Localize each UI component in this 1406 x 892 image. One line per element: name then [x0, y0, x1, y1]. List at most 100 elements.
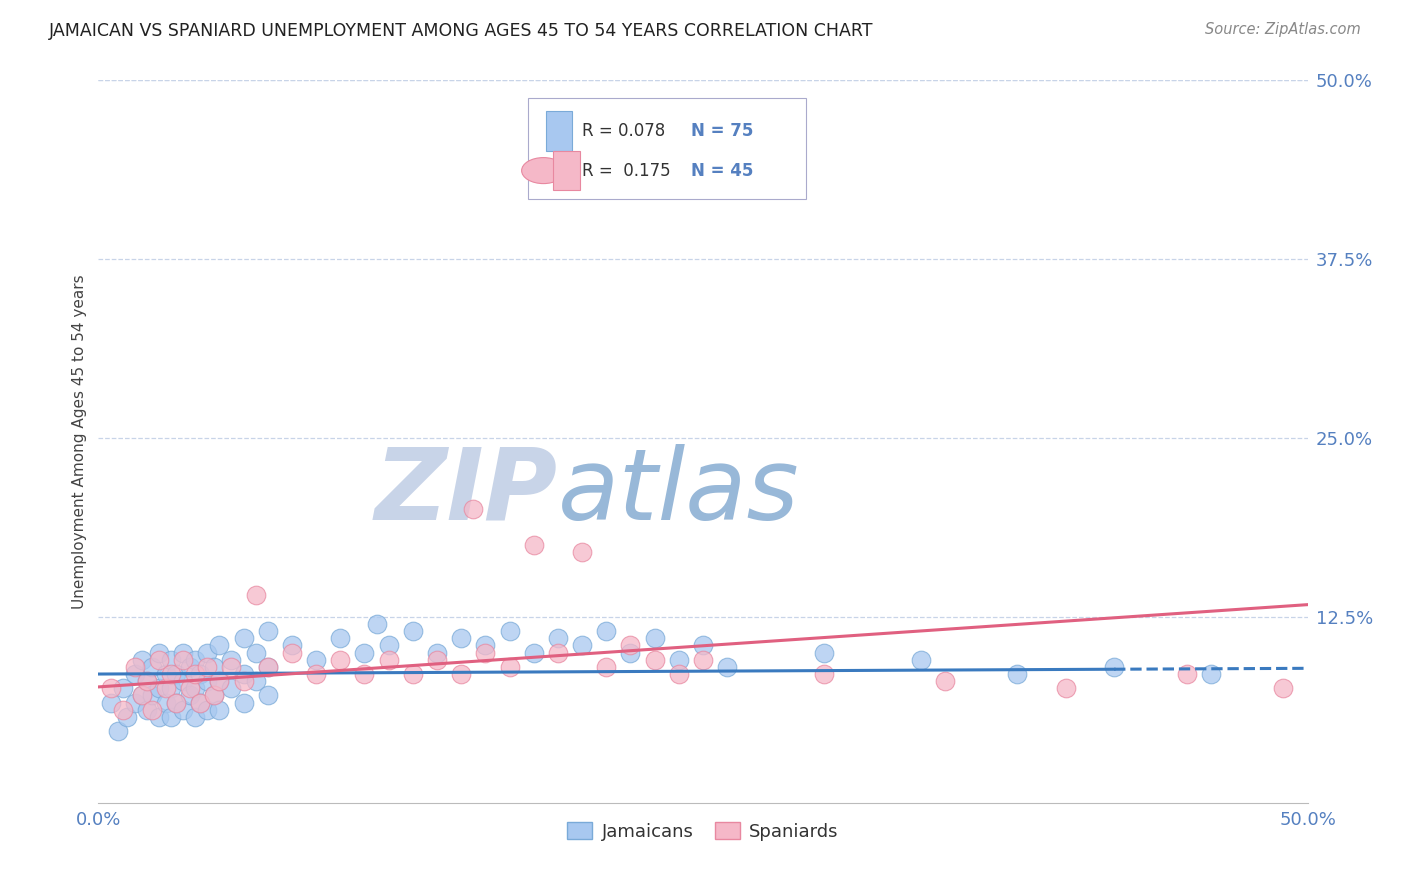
Point	[165, 696, 187, 710]
Point	[595, 624, 617, 639]
Point	[426, 646, 449, 660]
Point	[474, 639, 496, 653]
Point	[450, 667, 472, 681]
Point	[111, 681, 134, 696]
Point	[232, 674, 254, 689]
Point	[179, 681, 201, 696]
Point	[141, 689, 163, 703]
Point	[668, 667, 690, 681]
Point	[245, 674, 267, 689]
Point	[1054, 681, 1077, 696]
Point	[155, 696, 177, 710]
Point	[305, 653, 328, 667]
Point	[117, 710, 139, 724]
Point	[668, 653, 690, 667]
Point	[124, 696, 146, 710]
Text: atlas: atlas	[558, 443, 800, 541]
Point	[245, 588, 267, 602]
Point	[221, 660, 243, 674]
Point	[188, 667, 211, 681]
Point	[329, 653, 352, 667]
Text: R =  0.175: R = 0.175	[582, 161, 671, 179]
Point	[172, 703, 194, 717]
Point	[523, 538, 546, 552]
Point	[184, 681, 207, 696]
Point	[281, 646, 304, 660]
Point	[208, 674, 231, 689]
Point	[716, 660, 738, 674]
Point	[195, 703, 218, 717]
Point	[184, 667, 207, 681]
Point	[100, 696, 122, 710]
FancyBboxPatch shape	[527, 98, 806, 200]
Point	[329, 632, 352, 646]
Circle shape	[522, 158, 565, 184]
Point	[353, 646, 375, 660]
Point	[934, 674, 956, 689]
Point	[165, 667, 187, 681]
Point	[131, 653, 153, 667]
Point	[523, 646, 546, 660]
Point	[135, 674, 157, 689]
Point	[124, 660, 146, 674]
Point	[232, 696, 254, 710]
Point	[450, 632, 472, 646]
Point	[124, 667, 146, 681]
Point	[141, 660, 163, 674]
Point	[195, 660, 218, 674]
Point	[595, 660, 617, 674]
Point	[141, 703, 163, 717]
Point	[107, 724, 129, 739]
Point	[155, 681, 177, 696]
Point	[172, 653, 194, 667]
Point	[1102, 660, 1125, 674]
Point	[377, 653, 399, 667]
Point	[155, 667, 177, 681]
FancyBboxPatch shape	[546, 111, 572, 151]
Point	[402, 624, 425, 639]
Point	[426, 653, 449, 667]
Point	[256, 689, 278, 703]
Point	[619, 639, 641, 653]
Point	[1199, 667, 1222, 681]
Legend: Jamaicans, Spaniards: Jamaicans, Spaniards	[560, 814, 846, 848]
Point	[188, 696, 211, 710]
Text: R = 0.078: R = 0.078	[582, 122, 665, 140]
Point	[571, 545, 593, 559]
Point	[498, 624, 520, 639]
Point	[1272, 681, 1295, 696]
Point	[813, 646, 835, 660]
Point	[498, 660, 520, 674]
Point	[148, 681, 170, 696]
Point	[160, 667, 183, 681]
Point	[402, 667, 425, 681]
Point	[135, 674, 157, 689]
Point	[366, 617, 388, 632]
Point	[160, 681, 183, 696]
Point	[172, 646, 194, 660]
Point	[188, 696, 211, 710]
Text: N = 75: N = 75	[690, 122, 754, 140]
Point	[165, 696, 187, 710]
FancyBboxPatch shape	[553, 151, 579, 191]
Point	[232, 667, 254, 681]
Point	[474, 646, 496, 660]
Point	[148, 653, 170, 667]
Point	[256, 624, 278, 639]
Point	[353, 667, 375, 681]
Text: Source: ZipAtlas.com: Source: ZipAtlas.com	[1205, 22, 1361, 37]
Point	[100, 681, 122, 696]
Point	[184, 710, 207, 724]
Point	[179, 689, 201, 703]
Point	[692, 639, 714, 653]
Point	[256, 660, 278, 674]
Point	[204, 689, 226, 703]
Point	[204, 689, 226, 703]
Text: JAMAICAN VS SPANIARD UNEMPLOYMENT AMONG AGES 45 TO 54 YEARS CORRELATION CHART: JAMAICAN VS SPANIARD UNEMPLOYMENT AMONG …	[49, 22, 873, 40]
Point	[221, 653, 243, 667]
Point	[1175, 667, 1198, 681]
Point	[463, 502, 485, 516]
Point	[172, 674, 194, 689]
Point	[135, 703, 157, 717]
Point	[204, 660, 226, 674]
